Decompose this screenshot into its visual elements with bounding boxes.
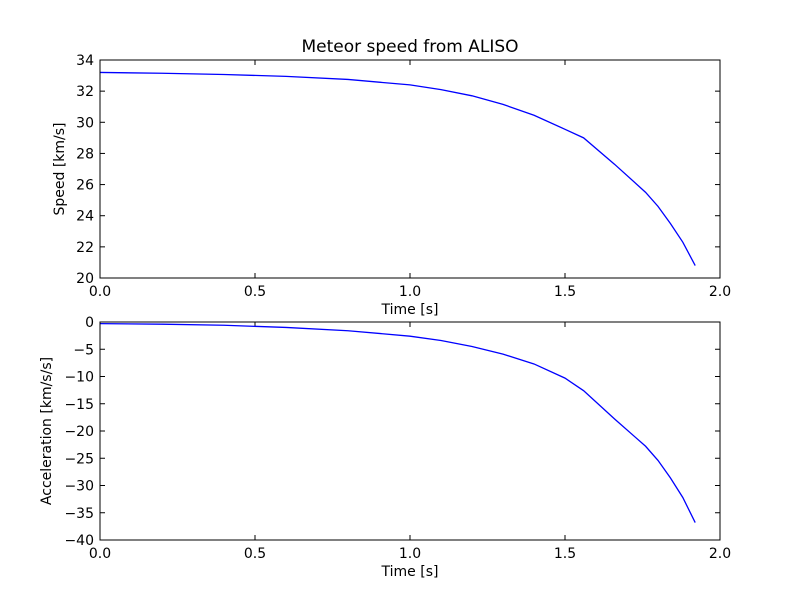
speed-x-tick-label: 1.5 bbox=[554, 284, 576, 300]
speed-y-tick-label: 22 bbox=[76, 240, 94, 256]
acceleration-ticks: 0.0 0.5 1.0 1.5 2.0 −40 −35 −30 −25 −20 −15 −10 −5 0 bbox=[64, 315, 731, 562]
acceleration-x-tick-label: 0.0 bbox=[89, 546, 111, 562]
acceleration-x-tick-label: 1.5 bbox=[554, 546, 576, 562]
acceleration-y-tick-label: −10 bbox=[64, 370, 94, 386]
speed-x-tick-label: 0.5 bbox=[244, 284, 266, 300]
acceleration-y-tick-label: 0 bbox=[85, 315, 94, 331]
speed-y-tick-label: 32 bbox=[76, 84, 94, 100]
speed-y-tick-label: 20 bbox=[76, 271, 94, 287]
speed-y-tick-label: 28 bbox=[76, 146, 94, 162]
acceleration-y-tick-label: −5 bbox=[73, 342, 94, 358]
speed-chart-title: Meteor speed from ALISO bbox=[301, 37, 518, 57]
acceleration-y-tick-label: −35 bbox=[64, 506, 94, 522]
speed-y-tick-label: 26 bbox=[76, 178, 94, 194]
speed-x-tick-label: 2.0 bbox=[709, 284, 731, 300]
speed-x-tick-label: 1.0 bbox=[399, 284, 421, 300]
speed-y-tick-label: 34 bbox=[76, 53, 94, 69]
acceleration-series-line bbox=[99, 322, 696, 523]
speed-ticks: 0.0 0.5 1.0 1.5 2.0 20 22 24 26 28 30 32 34 bbox=[76, 53, 731, 300]
acceleration-axes-frame bbox=[99, 321, 721, 541]
speed-axes: Meteor speed from ALISO 0.0 0.5 1.0 1.5 2.0 2… bbox=[52, 37, 731, 318]
acceleration-x-axis-label: Time [s] bbox=[381, 564, 439, 580]
speed-y-tick-label: 24 bbox=[76, 209, 94, 225]
acceleration-y-tick-label: −15 bbox=[64, 397, 94, 413]
acceleration-x-tick-label: 0.5 bbox=[244, 546, 266, 562]
speed-y-axis-label: Speed [km/s] bbox=[52, 122, 68, 215]
acceleration-axes: 0.0 0.5 1.0 1.5 2.0−40−35−30−25−20−15−10−50 … bbox=[39, 315, 731, 580]
acceleration-y-tick-label: −20 bbox=[64, 424, 94, 440]
acceleration-y-tick-label: −40 bbox=[64, 533, 94, 549]
speed-x-axis-label: Time [s] bbox=[381, 302, 439, 318]
acceleration-y-tick-label: −30 bbox=[64, 479, 94, 495]
speed-axes-frame bbox=[99, 59, 721, 279]
acceleration-y-axis-label: Acceleration [km/s/s] bbox=[39, 357, 55, 505]
acceleration-x-tick-label: 1.0 bbox=[399, 546, 421, 562]
acceleration-x-tick-label: 2.0 bbox=[709, 546, 731, 562]
speed-series-line bbox=[99, 71, 696, 266]
speed-y-tick-label: 30 bbox=[76, 115, 94, 131]
acceleration-y-tick-label: −25 bbox=[64, 451, 94, 467]
speed-x-tick-label: 0.0 bbox=[89, 284, 111, 300]
